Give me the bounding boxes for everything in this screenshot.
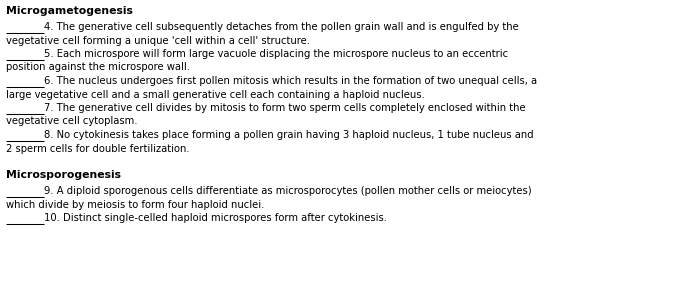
Text: vegetative cell cytoplasm.: vegetative cell cytoplasm.: [6, 117, 137, 126]
Text: 2 sperm cells for double fertilization.: 2 sperm cells for double fertilization.: [6, 144, 190, 153]
Text: 4. The generative cell subsequently detaches from the pollen grain wall and is e: 4. The generative cell subsequently deta…: [44, 22, 519, 32]
Text: position against the microspore wall.: position against the microspore wall.: [6, 62, 190, 72]
Text: 9. A diploid sporogenous cells differentiate as microsporocytes (pollen mother c: 9. A diploid sporogenous cells different…: [44, 186, 532, 196]
Text: 8. No cytokinesis takes place forming a pollen grain having 3 haploid nucleus, 1: 8. No cytokinesis takes place forming a …: [44, 130, 534, 140]
Text: 5. Each microspore will form large vacuole displacing the microspore nucleus to : 5. Each microspore will form large vacuo…: [44, 49, 508, 59]
Text: 10. Distinct single-celled haploid microspores form after cytokinesis.: 10. Distinct single-celled haploid micro…: [44, 213, 387, 223]
Text: 6. The nucleus undergoes first pollen mitosis which results in the formation of : 6. The nucleus undergoes first pollen mi…: [44, 76, 537, 86]
Text: vegetative cell forming a unique 'cell within a cell' structure.: vegetative cell forming a unique 'cell w…: [6, 36, 310, 45]
Text: large vegetative cell and a small generative cell each containing a haploid nucl: large vegetative cell and a small genera…: [6, 89, 424, 100]
Text: which divide by meiosis to form four haploid nuclei.: which divide by meiosis to form four hap…: [6, 199, 264, 210]
Text: Microsporogenesis: Microsporogenesis: [6, 170, 121, 180]
Text: 7. The generative cell divides by mitosis to form two sperm cells completely enc: 7. The generative cell divides by mitosi…: [44, 103, 526, 113]
Text: Microgametogenesis: Microgametogenesis: [6, 6, 133, 16]
